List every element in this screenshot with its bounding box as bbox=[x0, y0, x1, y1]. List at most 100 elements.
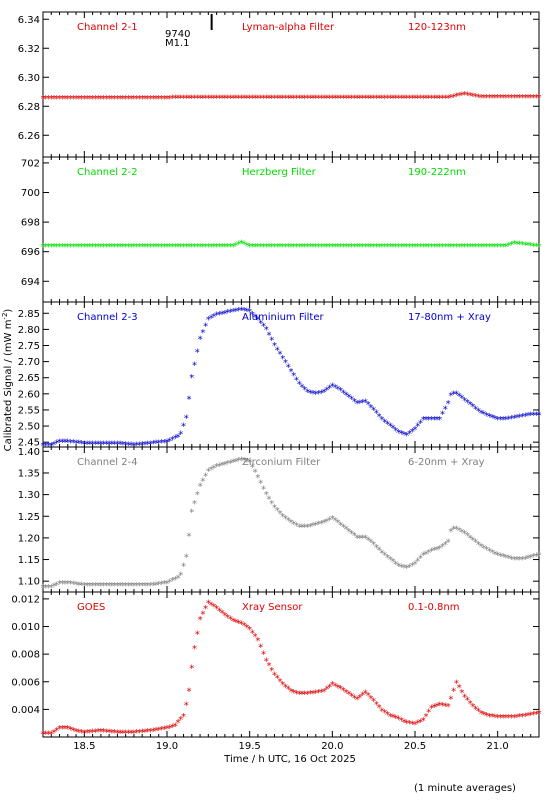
data-point: * bbox=[41, 242, 46, 253]
data-point: * bbox=[153, 94, 158, 105]
data-point: * bbox=[203, 604, 208, 615]
data-point: * bbox=[459, 688, 464, 699]
data-point: * bbox=[520, 240, 525, 251]
data-point: * bbox=[173, 721, 178, 732]
data-point: * bbox=[159, 94, 164, 105]
y-tick-label: 696 bbox=[21, 247, 40, 258]
data-point: * bbox=[200, 328, 205, 339]
data-point: * bbox=[101, 581, 106, 592]
data-point: * bbox=[107, 439, 112, 450]
data-point: * bbox=[222, 309, 227, 320]
data-point: * bbox=[357, 398, 362, 409]
y-tick-label: 6.26 bbox=[18, 131, 40, 142]
data-point: * bbox=[371, 93, 376, 104]
y-tick-label: 6.32 bbox=[18, 44, 40, 55]
data-point: * bbox=[512, 239, 517, 250]
data-point: * bbox=[131, 728, 136, 739]
data-point: * bbox=[255, 315, 260, 326]
data-point: * bbox=[319, 388, 324, 399]
data-point: * bbox=[385, 94, 390, 105]
data-point: * bbox=[465, 242, 470, 253]
y-tick-label: 694 bbox=[21, 277, 40, 288]
data-point: * bbox=[167, 436, 172, 447]
data-point: * bbox=[101, 439, 106, 450]
data-point: * bbox=[74, 242, 79, 253]
data-point: * bbox=[228, 308, 233, 319]
data-point: * bbox=[528, 553, 533, 564]
y-tick-label: 0.010 bbox=[11, 622, 40, 633]
data-point: * bbox=[54, 94, 59, 105]
data-point: * bbox=[79, 242, 84, 253]
data-point: * bbox=[156, 438, 161, 449]
data-point: * bbox=[253, 468, 258, 479]
data-point: * bbox=[525, 554, 530, 565]
data-point: * bbox=[503, 415, 508, 426]
data-point: * bbox=[514, 239, 519, 250]
data-point: * bbox=[54, 580, 59, 591]
data-point: * bbox=[159, 725, 164, 736]
data-point: * bbox=[399, 242, 404, 253]
panel-frame bbox=[42, 156, 540, 303]
data-point: * bbox=[476, 707, 481, 718]
data-point: * bbox=[258, 93, 263, 104]
data-point: * bbox=[357, 242, 362, 253]
data-point: * bbox=[231, 458, 236, 469]
data-point: * bbox=[123, 242, 128, 253]
data-point: * bbox=[363, 688, 368, 699]
data-point: * bbox=[126, 440, 131, 451]
data-point: * bbox=[112, 728, 117, 739]
data-point: * bbox=[101, 727, 106, 738]
data-point: * bbox=[448, 527, 453, 538]
data-point: * bbox=[239, 306, 244, 317]
data-point: * bbox=[410, 242, 415, 253]
data-point: * bbox=[377, 546, 382, 557]
data-point: * bbox=[266, 93, 271, 104]
data-point: * bbox=[118, 581, 123, 592]
data-point: * bbox=[211, 94, 216, 105]
data-point: * bbox=[109, 581, 114, 592]
data-point: * bbox=[82, 581, 87, 592]
y-tick-label: 1.20 bbox=[18, 533, 40, 544]
data-point: * bbox=[437, 544, 442, 555]
data-point: * bbox=[217, 242, 222, 253]
data-point: * bbox=[393, 94, 398, 105]
data-point: * bbox=[79, 728, 84, 739]
data-point: * bbox=[236, 240, 241, 251]
data-point: * bbox=[390, 94, 395, 105]
data-point: * bbox=[322, 242, 327, 253]
data-point: * bbox=[242, 240, 247, 251]
data-point: * bbox=[225, 308, 230, 319]
data-point: * bbox=[192, 499, 197, 510]
data-point: * bbox=[360, 533, 365, 544]
x-tick-label: 20.0 bbox=[321, 741, 343, 752]
data-point: * bbox=[300, 242, 305, 253]
data-point: * bbox=[266, 330, 271, 341]
data-point: * bbox=[385, 553, 390, 564]
data-point: * bbox=[220, 242, 225, 253]
data-point: * bbox=[537, 242, 542, 253]
data-point: * bbox=[107, 94, 112, 105]
data-point: * bbox=[187, 242, 192, 253]
data-point: * bbox=[487, 546, 492, 557]
data-point: * bbox=[60, 438, 65, 449]
data-point: * bbox=[134, 581, 139, 592]
data-point: * bbox=[170, 242, 175, 253]
data-point: * bbox=[487, 93, 492, 104]
data-point: * bbox=[429, 704, 434, 715]
data-point: * bbox=[109, 94, 114, 105]
data-point: * bbox=[184, 700, 189, 711]
data-point: * bbox=[396, 562, 401, 573]
data-point: * bbox=[470, 536, 475, 547]
data-point: * bbox=[413, 425, 418, 436]
data-point: * bbox=[82, 94, 87, 105]
data-point: * bbox=[470, 402, 475, 413]
data-point: * bbox=[341, 242, 346, 253]
data-point: * bbox=[451, 525, 456, 536]
data-point: * bbox=[153, 580, 158, 591]
band-title: 0.1-0.8nm bbox=[408, 602, 460, 613]
data-point: * bbox=[517, 412, 522, 423]
data-point: * bbox=[162, 94, 167, 105]
data-point: * bbox=[421, 551, 426, 562]
data-point: * bbox=[338, 520, 343, 531]
